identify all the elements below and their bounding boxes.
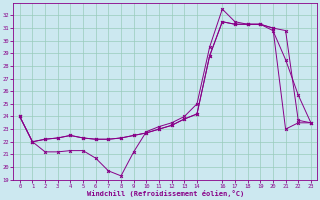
X-axis label: Windchill (Refroidissement éolien,°C): Windchill (Refroidissement éolien,°C) bbox=[87, 190, 244, 197]
